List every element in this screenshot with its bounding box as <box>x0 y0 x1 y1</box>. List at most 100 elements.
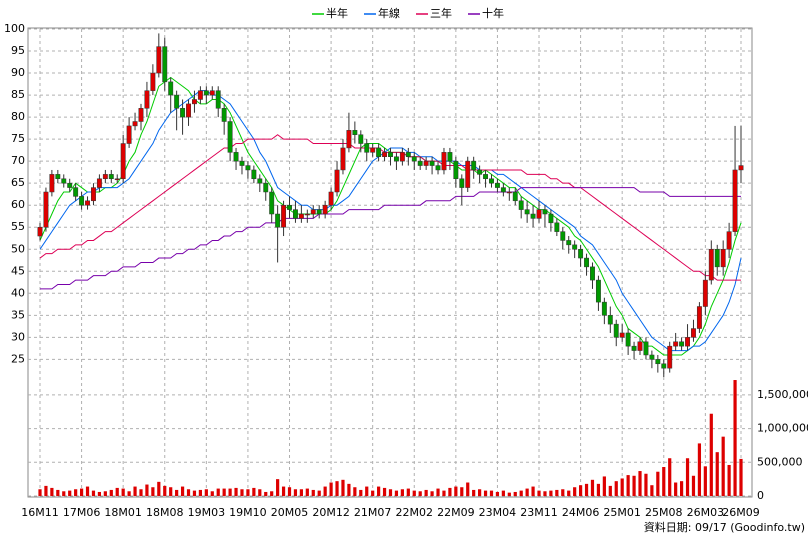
volume-bar <box>186 489 191 496</box>
volume-bar <box>501 490 505 496</box>
volume-bar <box>329 482 333 496</box>
volume-bar <box>56 489 60 496</box>
volume-bar <box>317 490 321 496</box>
candle-body <box>257 178 263 184</box>
candle-body <box>435 165 441 171</box>
x-tick-label: 24M06 <box>562 506 600 519</box>
candle-body <box>215 90 221 109</box>
y-tick-label: 40 <box>11 286 25 299</box>
candle-body <box>180 108 186 118</box>
candle-body <box>322 204 328 215</box>
volume-bar <box>478 489 482 496</box>
volume-bar <box>38 489 42 496</box>
volume-bar <box>543 491 547 496</box>
volume-tick-label: 0 <box>757 489 764 502</box>
volume-bar <box>270 491 274 496</box>
y-tick-label: 25 <box>11 352 25 365</box>
candle-body <box>358 134 364 144</box>
volume-bar <box>228 488 232 496</box>
candle-body <box>281 204 287 228</box>
volume-bar <box>276 479 280 496</box>
volume-bar <box>620 478 624 496</box>
volume-bar <box>691 475 696 496</box>
candle-body <box>245 165 251 171</box>
y-tick-label: 45 <box>11 264 25 277</box>
candle-body <box>619 332 625 338</box>
candle-body <box>655 359 661 365</box>
volume-bar <box>121 488 125 496</box>
volume-bar <box>406 488 410 496</box>
volume-bar <box>590 479 595 496</box>
candle-body <box>203 90 209 96</box>
candle-body <box>489 178 494 184</box>
y-tick-label: 75 <box>11 132 25 145</box>
candle-body <box>500 187 506 193</box>
candle-body <box>637 341 643 351</box>
candle-body <box>287 204 292 210</box>
volume-bar <box>679 481 684 496</box>
candle-body <box>720 249 726 268</box>
volume-bar <box>210 491 214 496</box>
ma-line <box>40 187 741 290</box>
volume-bar <box>388 489 393 496</box>
volume-bar <box>371 490 375 496</box>
volume-bar <box>85 486 90 496</box>
volume-bar <box>614 481 618 496</box>
volume-bar <box>644 473 648 496</box>
volume-bar <box>656 471 660 496</box>
y-tick-label: 30 <box>11 330 25 343</box>
candle-body <box>328 191 334 206</box>
candle-body <box>542 209 548 215</box>
volume-bar <box>240 489 244 496</box>
volume-bar <box>519 490 523 496</box>
candle-body <box>316 209 322 215</box>
candle-body <box>518 200 524 210</box>
volume-bar <box>377 486 381 496</box>
volume-bar <box>115 487 119 496</box>
candle-body <box>714 249 720 268</box>
candle-body <box>471 160 477 171</box>
candle-body <box>55 174 61 180</box>
candle-body <box>239 160 245 166</box>
candle-body <box>625 332 631 347</box>
candle-body <box>346 130 352 149</box>
candle-body <box>275 213 281 228</box>
volume-bar <box>68 490 72 496</box>
candle-body <box>554 222 560 232</box>
volume-tick-label: 1,000,000 <box>757 422 808 435</box>
volume-bar <box>50 487 54 496</box>
candle-body <box>162 46 168 83</box>
volume-bar <box>394 490 399 496</box>
candle-body <box>233 152 239 162</box>
x-tick-label: 20M12 <box>312 506 350 519</box>
volume-bar <box>157 481 161 496</box>
volume-bar <box>145 484 149 496</box>
candle-body <box>465 160 471 188</box>
volume-bar <box>264 491 268 496</box>
candle-body <box>186 103 191 118</box>
volume-bar <box>608 485 612 496</box>
volume-bar <box>561 489 565 496</box>
candle-body <box>738 165 744 171</box>
volume-bar <box>537 490 541 496</box>
candle-body <box>536 209 542 219</box>
volume-tick-label: 1,500,000 <box>757 388 808 401</box>
candle-body <box>120 143 126 180</box>
candle-body <box>168 81 174 96</box>
volume-bar <box>596 483 601 496</box>
candle-body <box>209 90 215 96</box>
volume-bar <box>192 490 197 496</box>
volume-bar <box>555 489 559 496</box>
volume-bar <box>567 490 571 496</box>
candle-body <box>399 152 405 162</box>
legend-label: 十年 <box>482 6 504 20</box>
candle-body <box>566 240 572 246</box>
y-tick-label: 35 <box>11 308 25 321</box>
candle-body <box>310 209 316 215</box>
volume-bar <box>650 485 654 496</box>
candle-body <box>370 147 376 153</box>
legend-label: 年線 <box>378 6 400 20</box>
candle-body <box>304 213 310 216</box>
volume-bar <box>299 489 303 496</box>
volume-bar <box>222 488 226 496</box>
